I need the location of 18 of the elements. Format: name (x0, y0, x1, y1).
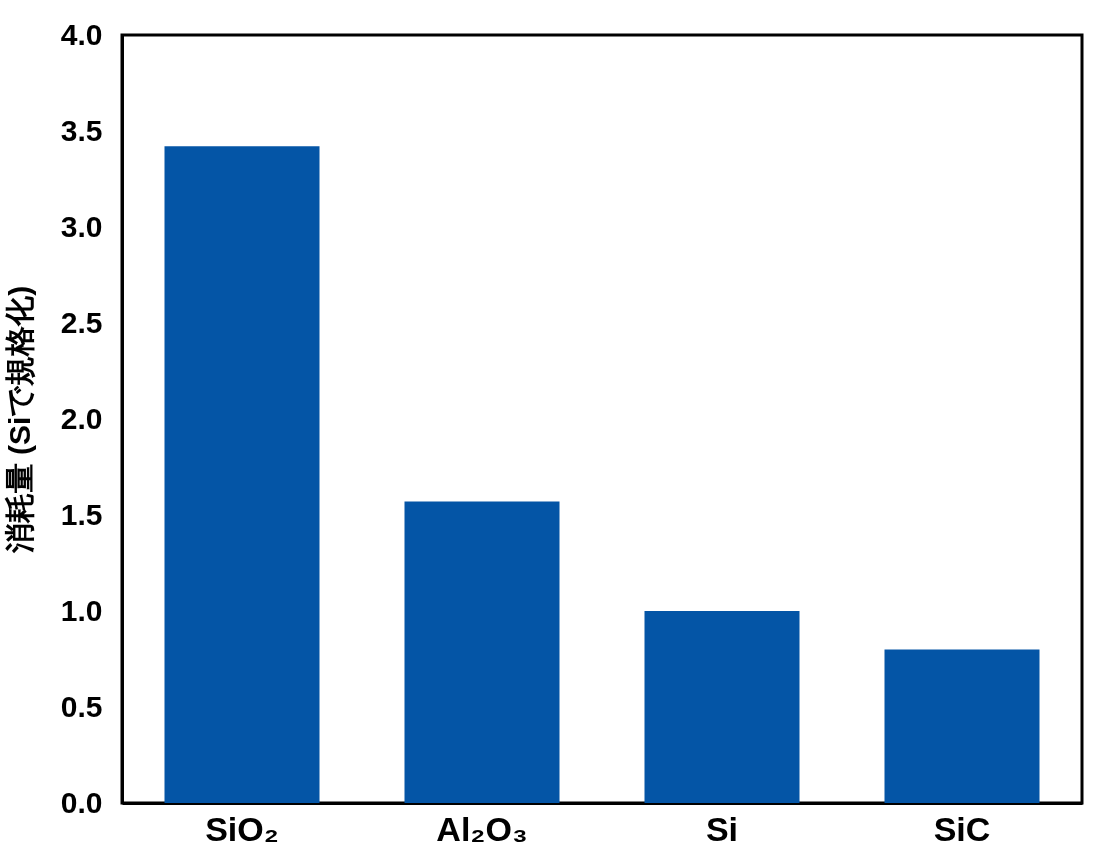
x-tick-label: Si (705, 809, 739, 848)
y-tick-label: 2.5 (60, 305, 103, 339)
y-tick-label: 0.5 (60, 689, 103, 723)
y-tick-label: 1.0 (60, 593, 103, 627)
x-tick-label: Al₂O₃ (436, 809, 528, 848)
y-axis-title: 消耗量 (Siで規格化) (2, 285, 36, 555)
bar (164, 146, 320, 803)
bar (404, 501, 560, 803)
x-tick-label: SiC (933, 809, 991, 848)
x-tick-label: SiO₂ (205, 809, 279, 848)
y-tick-label: 1.5 (60, 497, 103, 531)
y-tick-label: 0.0 (60, 785, 103, 819)
y-tick-label: 3.0 (60, 209, 103, 243)
y-tick-label: 3.5 (60, 113, 103, 147)
bar (884, 649, 1040, 803)
bar (644, 611, 800, 803)
y-tick-label: 2.0 (60, 401, 103, 435)
y-tick-label: 4.0 (60, 17, 103, 51)
